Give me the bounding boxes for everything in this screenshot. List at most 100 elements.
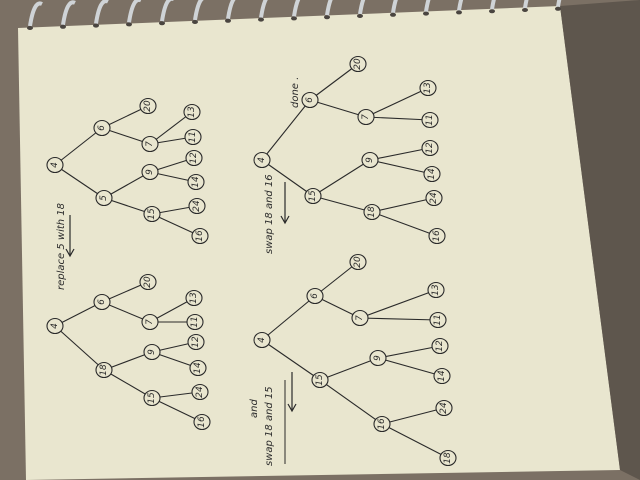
- spiral-hole: [192, 20, 198, 24]
- tree-node-label: 20: [143, 276, 153, 288]
- tree-node-circle: [351, 309, 369, 327]
- note-replace: replace 5 with 18: [56, 203, 67, 290]
- tree-node-circle: [253, 151, 271, 169]
- tree-node-label: 4: [50, 162, 60, 168]
- tree-edge: [54, 164, 105, 199]
- tree-3: 4 6 15 20 7 13 11 9 18 12 14 24 16: [253, 55, 446, 245]
- tree-node-circle: [373, 415, 391, 433]
- spiral-ring: [259, 0, 268, 18]
- tree-edge: [54, 325, 105, 371]
- tree-edge: [151, 213, 201, 237]
- tree-node-label: 14: [427, 168, 437, 180]
- tree-node-circle: [433, 367, 451, 385]
- spiral-ring: [160, 0, 174, 22]
- tree-node-circle: [425, 189, 443, 207]
- tree-node-label: 24: [195, 386, 205, 398]
- tree-node-label: 4: [257, 337, 267, 343]
- tree-node-label: 18: [99, 364, 109, 376]
- tree-node-circle: [421, 111, 439, 129]
- tree-node-circle: [183, 103, 201, 121]
- tree-node-circle: [46, 317, 64, 335]
- tree-node-circle: [427, 281, 445, 299]
- spiral-hole: [555, 6, 561, 11]
- tree-node-label: 14: [191, 176, 201, 188]
- tree-node-circle: [191, 383, 209, 401]
- spiral-ring: [490, 0, 496, 10]
- spiral-hole: [60, 24, 66, 29]
- tree-node-label: 20: [353, 58, 363, 70]
- tree-node-label: 9: [365, 157, 375, 163]
- tree-node-label: 12: [425, 142, 435, 154]
- tree-node-label: 16: [197, 416, 207, 428]
- arrow-2: [280, 182, 290, 225]
- tree-node-circle: [188, 197, 206, 215]
- tree-edge: [369, 147, 431, 161]
- spiral-hole: [489, 9, 495, 14]
- tree-node-label: 24: [429, 192, 439, 204]
- spiral-ring: [457, 0, 464, 11]
- tree-edge: [381, 407, 445, 425]
- spiral-hole: [93, 23, 99, 28]
- tree-node-circle: [253, 331, 271, 349]
- tree-node-label: 7: [355, 315, 365, 321]
- tree-edge: [261, 339, 321, 381]
- tree-edge: [103, 171, 151, 199]
- spiral-hole: [27, 26, 33, 30]
- tree-node-label: 12: [435, 340, 445, 352]
- tree-node-circle: [349, 55, 367, 73]
- tree-node-label: 13: [423, 82, 433, 94]
- spiral-ring: [28, 1, 43, 27]
- tree-node-circle: [93, 119, 111, 137]
- spiral-ring: [94, 0, 109, 24]
- tree-node-circle: [357, 108, 375, 126]
- tree-node-circle: [369, 349, 387, 367]
- tree-node-label: 13: [189, 292, 199, 304]
- tree-node-label: 7: [361, 114, 371, 120]
- tree-node-circle: [141, 313, 159, 331]
- tree-node-circle: [186, 313, 204, 331]
- spiral-hole: [423, 11, 429, 16]
- tree-node-circle: [184, 128, 202, 146]
- tree-node-circle: [191, 227, 209, 245]
- tree-node-circle: [423, 165, 441, 183]
- tree-node-label: 4: [257, 157, 267, 163]
- spiral-ring: [358, 0, 366, 15]
- tree-edge: [365, 116, 431, 121]
- tree-node-label: 5: [99, 195, 109, 201]
- arrow-1: [65, 215, 75, 258]
- tree-edge: [319, 379, 383, 425]
- tree-2: 4 6 18 20 7 13 11 9 15 12 14 24 16: [46, 273, 211, 431]
- tree-node-label: 24: [439, 402, 449, 414]
- spiral-ring: [226, 0, 236, 20]
- tree-node-circle: [143, 343, 161, 361]
- tree-node-label: 11: [188, 131, 198, 142]
- tree-edge: [103, 351, 153, 371]
- tree-edge: [319, 357, 379, 381]
- tree-node-label: 6: [305, 97, 315, 103]
- spiral-ring: [127, 0, 142, 23]
- spiral-hole: [357, 14, 363, 18]
- spiral-ring: [292, 0, 301, 17]
- tree-node-circle: [46, 156, 64, 174]
- tree-node-label: 9: [373, 355, 383, 361]
- tree-node-label: 15: [147, 208, 157, 220]
- spiral-hole: [456, 10, 462, 15]
- tree-edge: [309, 63, 359, 101]
- spiral-hole: [159, 21, 165, 26]
- tree-node-label: 7: [145, 141, 155, 147]
- spiral-ring: [391, 0, 398, 14]
- tree-node-circle: [193, 413, 211, 431]
- tree-node-circle: [301, 91, 319, 109]
- tree-node-circle: [428, 227, 446, 245]
- tree-1: 4 6 5 20 7 13 11 9 15 12 14 24 16: [46, 97, 209, 245]
- tree-edge: [377, 345, 441, 359]
- tree-node-label: 18: [443, 452, 453, 464]
- tree-edge: [381, 423, 449, 459]
- tree-edge: [101, 105, 149, 129]
- tree-edge: [312, 195, 373, 213]
- tree-node-label: 16: [377, 418, 387, 430]
- spiral-ring: [556, 0, 562, 8]
- tree-edge: [371, 211, 438, 237]
- tree-node-circle: [143, 205, 161, 223]
- tree-node-circle: [439, 449, 457, 467]
